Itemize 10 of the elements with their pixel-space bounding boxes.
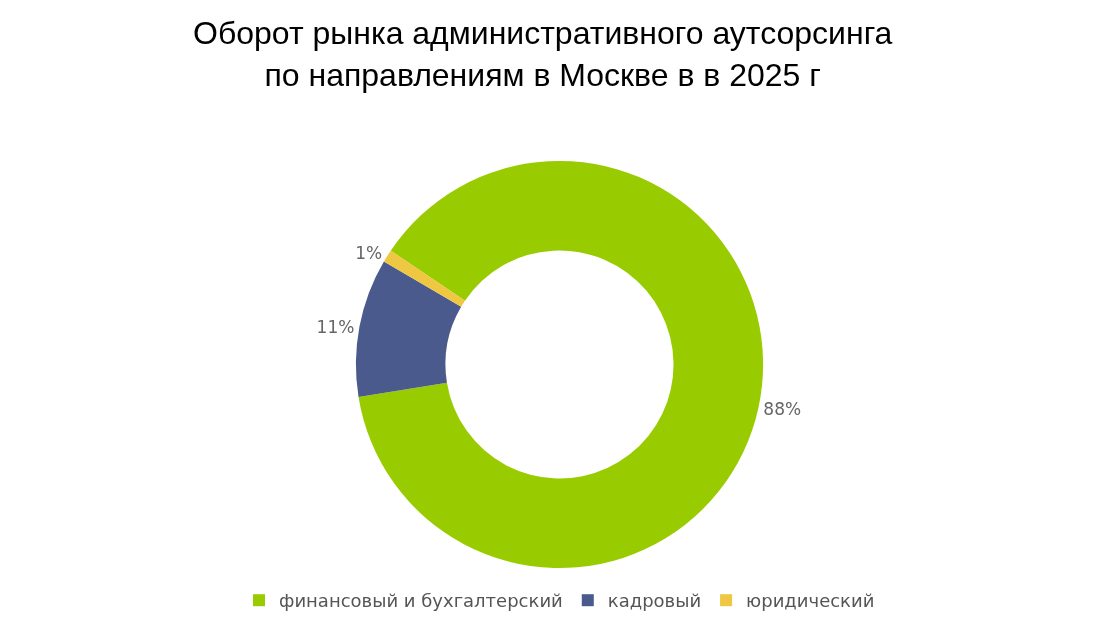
- donut-slice: [358, 161, 764, 569]
- data-label: 1%: [355, 243, 383, 264]
- donut-slice: [383, 250, 465, 307]
- legend-label: кадровый: [607, 590, 702, 612]
- data-label: 11%: [316, 316, 355, 337]
- legend-label: финансовый и бухгалтерский: [279, 590, 563, 612]
- data-label: 88%: [763, 398, 802, 419]
- legend-label: юридический: [746, 590, 875, 612]
- chart-title: Оборот рынка административного аутсорсинга по направлениям в Москве в в 2025 г: [193, 15, 893, 93]
- donut-slice: [356, 261, 462, 398]
